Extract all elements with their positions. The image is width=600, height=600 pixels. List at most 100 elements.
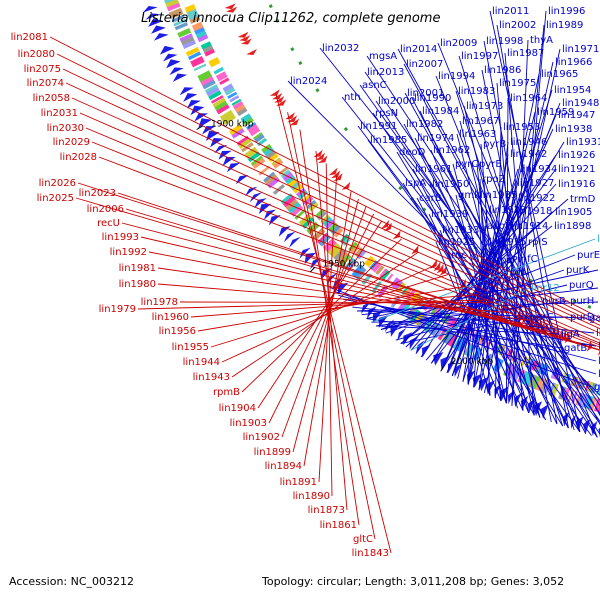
gc-skew-mark [572, 299, 577, 303]
cog-band-inner [253, 132, 263, 140]
minus-gene-label: lin1944 [183, 357, 220, 368]
cog-band-outer [247, 151, 261, 163]
leader-line [479, 178, 491, 396]
plus-strand-arrow [422, 344, 431, 358]
leader-line [148, 251, 542, 328]
plus-strand-arrow [145, 13, 161, 20]
tick-mark [440, 365, 445, 372]
leader-line [325, 163, 333, 497]
leader-line [467, 111, 536, 385]
cog-band-outer [202, 79, 216, 90]
plus-strand-arrow [244, 186, 258, 197]
cog-band-inner [320, 214, 330, 224]
cog-band-outer [187, 51, 202, 61]
plus-gene-label: lin1898 [554, 221, 591, 232]
plus-gene-label: rpmI [506, 267, 529, 278]
cog-band-outer [244, 146, 259, 159]
leader-line [71, 97, 600, 334]
plus-gene-label: lspA [405, 178, 426, 189]
plus-strand-arrow [570, 414, 577, 430]
plus-strand-arrow [218, 150, 232, 160]
leader-line [275, 94, 392, 554]
minus-strand-arrow [237, 31, 249, 38]
plus-gene-label: rnc [451, 250, 467, 261]
minus-gene-label: lin1890 [293, 491, 330, 502]
leader-line [366, 318, 563, 349]
plus-strand-arrow [299, 247, 311, 259]
cog-band-inner [265, 149, 277, 160]
plus-gene-label: acpP [487, 221, 511, 232]
plus-strand-arrow [254, 198, 267, 209]
cog-band-inner [303, 195, 314, 206]
plus-gene-label: lin1927 [517, 178, 554, 189]
minus-gene-label: lin2081 [11, 32, 48, 43]
cog-band-inner [257, 137, 267, 147]
plus-gene-label: lin1975 [499, 78, 536, 89]
plus-gene-label: purQ [569, 280, 594, 291]
leader-line [56, 53, 600, 323]
minus-gene-label: lin1894 [265, 461, 302, 472]
leader-line [505, 97, 509, 404]
plus-gene-label: pyrB [483, 139, 506, 150]
minus-strand-arrow [241, 38, 252, 45]
cog-band-inner [278, 166, 289, 176]
plus-gene-label: lin1984 [422, 106, 459, 117]
leader-line [341, 96, 600, 425]
minus-gene-label: lin1873 [308, 505, 345, 516]
plus-gene-label: lin1942 [510, 149, 547, 160]
cog-band-inner [231, 98, 242, 106]
minus-strand-arrow [269, 89, 280, 96]
plus-gene-label: thyA [530, 35, 553, 46]
leader-line [441, 225, 510, 370]
plus-gene-label: lin2000 [378, 96, 415, 107]
plus-gene-label: gmk [458, 190, 480, 201]
plus-gene-label: mgsA [369, 51, 397, 62]
plus-gene-label: lin1959 [537, 107, 574, 118]
cog-band-inner [375, 265, 385, 275]
minus-gene-label: lin1979 [99, 304, 136, 315]
leader-line [197, 285, 467, 332]
plus-gene-label: lin1938 [555, 124, 592, 135]
cog-band-inner [215, 71, 228, 82]
cog-band-outer [210, 95, 224, 104]
plus-gene-label: rimM [471, 277, 496, 288]
cog-band-inner [227, 91, 238, 99]
cog-band-outer [208, 90, 222, 101]
cog-band-outer [236, 135, 250, 146]
leader-line [157, 283, 513, 314]
leader-line [292, 198, 359, 453]
leader-line [477, 194, 491, 396]
plus-gene-label: lin1990 [414, 93, 451, 104]
minus-gene-label: lin2030 [47, 123, 84, 134]
plus-gene-label: lin1998 [486, 36, 523, 47]
plus-strand-arrow [289, 236, 301, 248]
leader-line [410, 287, 530, 351]
plus-gene-label: nth [344, 92, 361, 103]
cog-band-outer [212, 97, 226, 108]
plus-gene-label: deoD [399, 147, 426, 158]
plus-strand-arrow [206, 130, 220, 141]
leader-line [397, 48, 600, 417]
leader-line [91, 141, 600, 346]
cog-band-inner [191, 21, 204, 32]
plus-gene-label: rpsN [375, 108, 398, 119]
plus-gene-label: lin1994 [438, 71, 475, 82]
plus-gene-label: lin1954 [554, 85, 591, 96]
minus-strand-arrow [439, 265, 447, 276]
minus-gene-label: lin2006 [87, 204, 124, 215]
minus-strand-arrow [535, 320, 542, 331]
plus-gene-label: lin1962 [433, 145, 470, 156]
minus-strand-arrow [331, 170, 341, 179]
plus-strand-arrow [153, 33, 169, 41]
cog-band-inner [204, 48, 216, 57]
plus-gene-label: ligA [561, 329, 580, 340]
plus-strand-arrow [159, 45, 175, 55]
minus-gene-label: lin1980 [119, 279, 156, 290]
leader-line [376, 325, 560, 335]
minus-strand-arrow [392, 230, 401, 240]
minus-gene-label: lin1891 [280, 477, 317, 488]
cog-band-outer [594, 398, 600, 412]
minus-gene-label: lin2026 [39, 178, 76, 189]
minus-strand-arrow [285, 112, 295, 120]
plus-strand-arrow [151, 25, 166, 34]
